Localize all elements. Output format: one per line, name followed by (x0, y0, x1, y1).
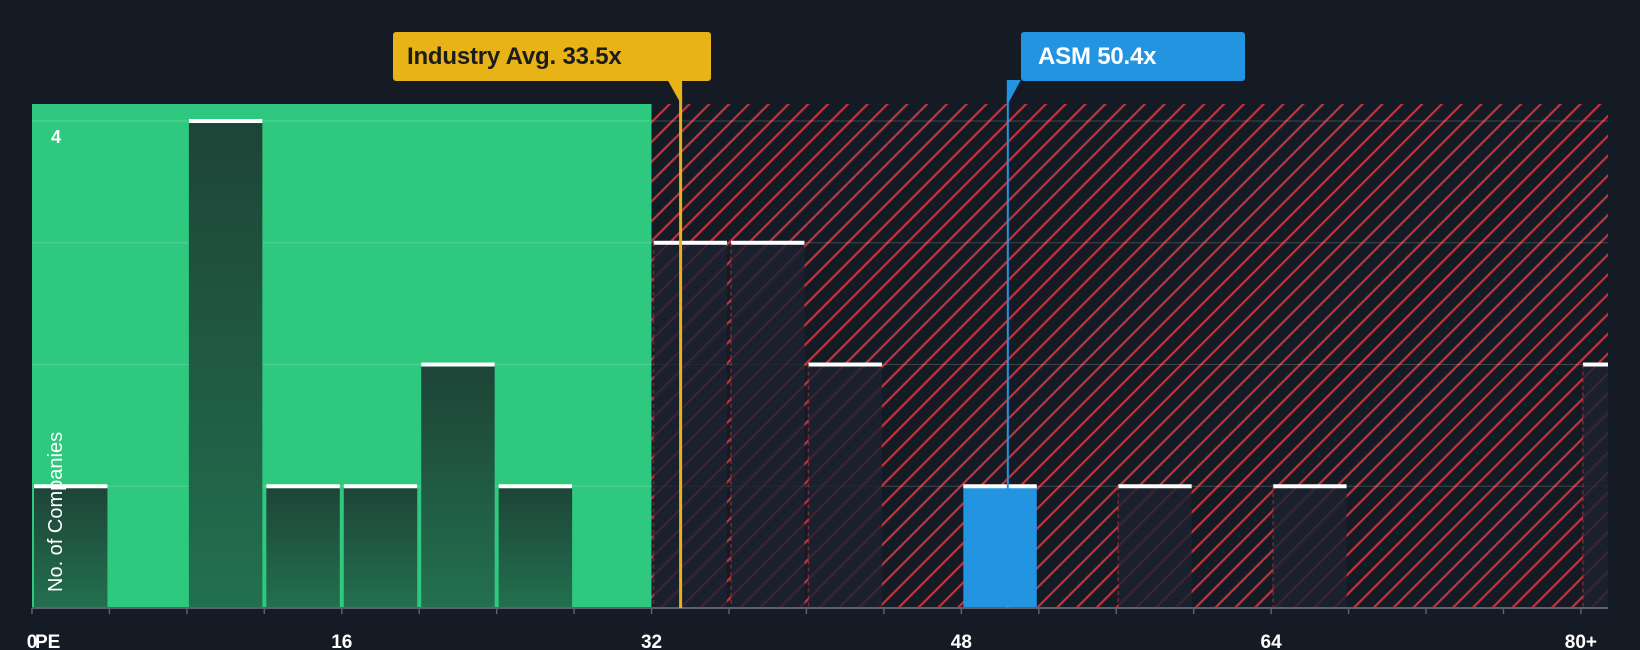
y-axis-label: No. of Companies (45, 432, 67, 592)
bar (731, 242, 805, 609)
industry-callout-pointer (667, 80, 683, 106)
bar-cap (34, 484, 108, 489)
bar-cap (421, 362, 495, 367)
bar-cap (808, 362, 882, 367)
x-tick-label: 0 (27, 632, 38, 650)
industry-average-callout: Industry Avg. 33.5x (393, 32, 711, 81)
bar-cap (731, 240, 805, 245)
y-tick-label: 4 (51, 127, 61, 147)
reference-lines (667, 80, 1021, 608)
x-axis: 0 16 32 48 64 80+ (27, 607, 1608, 650)
bar-cap (653, 240, 728, 245)
bar-cap (1582, 362, 1608, 367)
bar (34, 486, 108, 608)
bar (188, 121, 263, 608)
bar (1273, 486, 1347, 608)
x-tick-label: 64 (1261, 632, 1283, 650)
company-pe-label: ASM 50.4x (1038, 42, 1157, 70)
x-tick-label: 32 (641, 632, 662, 650)
bars (34, 119, 1608, 609)
x-axis-label: PE (35, 632, 60, 650)
bar-cap (963, 484, 1037, 489)
company-pe-callout: ASM 50.4x (1021, 32, 1245, 81)
bar-cap (266, 484, 340, 489)
x-tick-label: 48 (951, 632, 972, 650)
bar-cap (188, 119, 263, 124)
x-tick-label: 80+ (1565, 632, 1597, 650)
bar-cap (1118, 484, 1192, 489)
bar (421, 364, 495, 608)
bar-cap (343, 484, 418, 489)
bar (343, 486, 418, 608)
x-tick-label: 16 (331, 632, 352, 650)
bar (1118, 486, 1192, 608)
bar (266, 486, 340, 608)
bar-cap (1273, 484, 1347, 489)
industry-average-label: Industry Avg. 33.5x (407, 42, 622, 70)
company-callout-pointer (1006, 80, 1021, 106)
bar (963, 486, 1037, 608)
bar (653, 242, 728, 609)
bar-cap (498, 484, 573, 489)
bar (808, 364, 882, 608)
bar (498, 486, 573, 608)
bar (1582, 364, 1608, 608)
